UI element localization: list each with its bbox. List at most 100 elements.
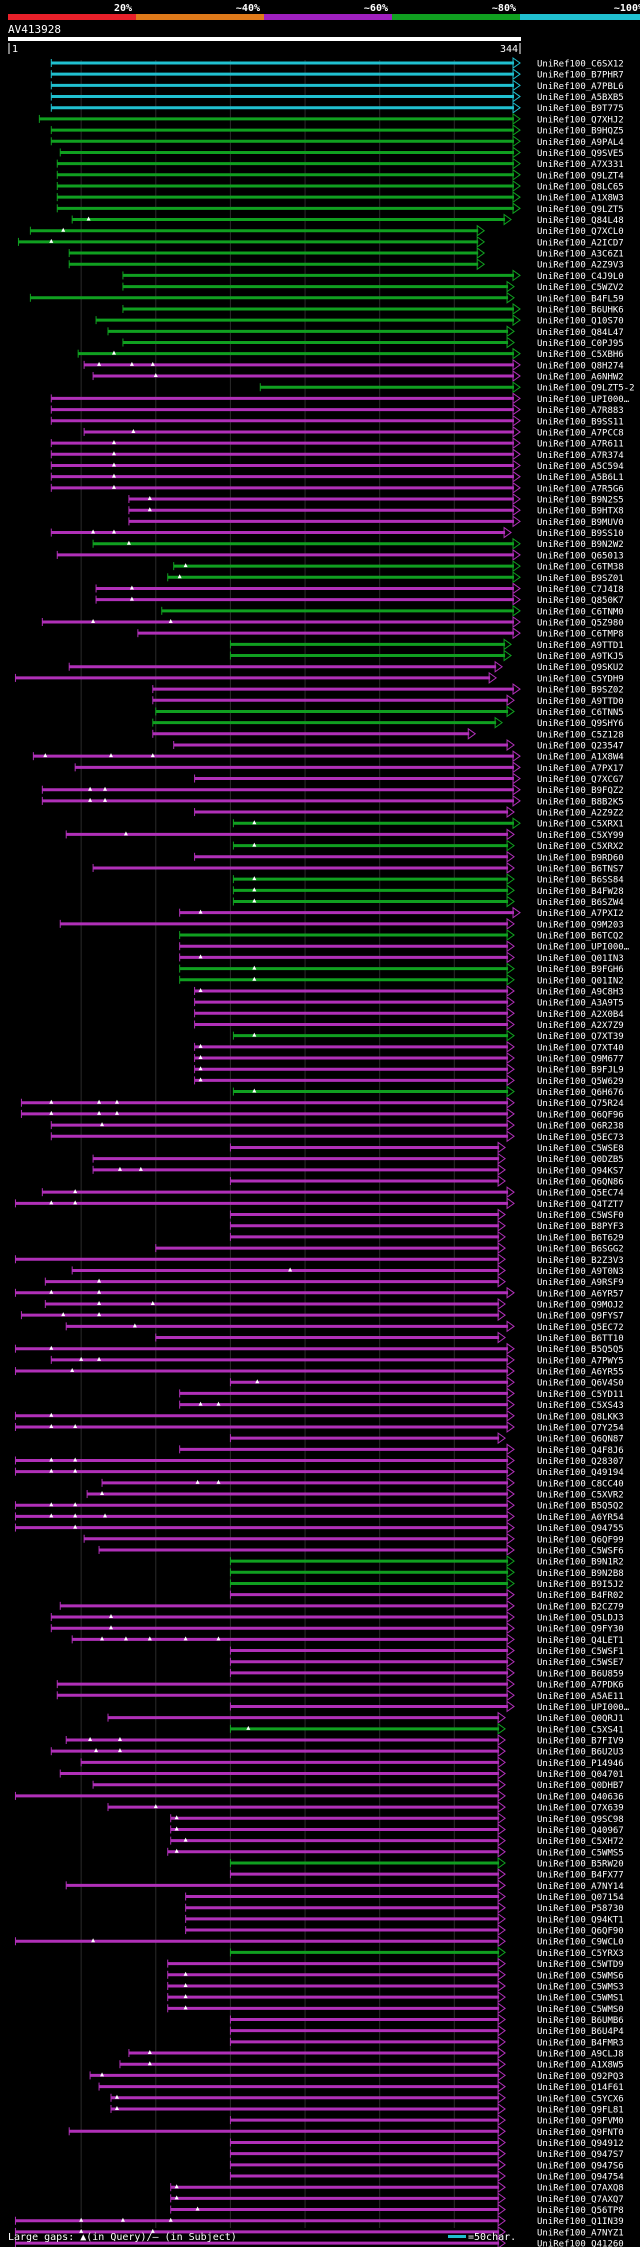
hit-label[interactable]: UniRef100_Q5EC74 bbox=[537, 1189, 624, 1199]
hit-row[interactable]: UniRef100_Q9SVE5 bbox=[59, 146, 624, 159]
hit-label[interactable]: UniRef100_B9FJL9 bbox=[537, 1066, 624, 1076]
hit-label[interactable]: UniRef100_A7PCC8 bbox=[537, 428, 624, 438]
hit-row[interactable]: UniRef100_B2Z3V3 bbox=[14, 1253, 624, 1266]
hit-label[interactable]: UniRef100_Q8LKK3 bbox=[537, 1412, 624, 1422]
hit-label[interactable]: UniRef100_C5WZV2 bbox=[537, 283, 624, 293]
hit-row[interactable]: UniRef100_A9CLJ8 bbox=[128, 2047, 624, 2060]
hit-label[interactable]: UniRef100_A7R374 bbox=[537, 451, 624, 461]
hit-row[interactable]: UniRef100_B6SGG2 bbox=[155, 1242, 624, 1255]
hit-row[interactable]: UniRef100_Q94KT1 bbox=[185, 1912, 624, 1926]
hit-row[interactable]: UniRef100_Q9SKU2 bbox=[68, 660, 624, 674]
hit-row[interactable]: UniRef100_Q9LZT5 bbox=[56, 202, 624, 215]
hit-label[interactable]: UniRef100_B6SGG2 bbox=[537, 1245, 624, 1255]
hit-row[interactable]: UniRef100_Q9FNT0 bbox=[68, 2125, 624, 2138]
hit-label[interactable]: UniRef100_A7PXI2 bbox=[537, 909, 624, 919]
hit-row[interactable]: UniRef100_Q0QRJ1 bbox=[107, 1711, 624, 1725]
hit-label[interactable]: UniRef100_A2Z9Z2 bbox=[537, 809, 624, 819]
hit-row[interactable]: UniRef100_B6UHK6 bbox=[122, 302, 624, 316]
hit-row[interactable]: UniRef100_C5Z128 bbox=[152, 727, 624, 741]
hit-row[interactable]: UniRef100_Q7X639 bbox=[107, 1801, 624, 1814]
hit-row[interactable]: UniRef100_B9FQZ2 bbox=[41, 783, 624, 797]
hit-label[interactable]: UniRef100_C5YCX6 bbox=[537, 2094, 624, 2104]
hit-label[interactable]: UniRef100_Q40636 bbox=[537, 1792, 624, 1802]
hit-row[interactable]: UniRef100_UPI000… bbox=[50, 392, 630, 405]
hit-label[interactable]: UniRef100_Q9FYS7 bbox=[537, 1312, 624, 1322]
hit-label[interactable]: UniRef100_Q04701 bbox=[537, 1770, 624, 1780]
hit-label[interactable]: UniRef100_P58730 bbox=[537, 1904, 624, 1914]
hit-label[interactable]: UniRef100_C5XS43 bbox=[537, 1401, 624, 1411]
hit-label[interactable]: UniRef100_A7NYZ1 bbox=[537, 2228, 624, 2238]
hit-row[interactable]: UniRef100_Q9FY30 bbox=[50, 1622, 624, 1635]
hit-label[interactable]: UniRef100_B9N2S5 bbox=[537, 496, 624, 506]
hit-label[interactable]: UniRef100_Q6QN87 bbox=[537, 1435, 624, 1445]
hit-row[interactable]: UniRef100_Q0DZB5 bbox=[92, 1152, 624, 1166]
hit-row[interactable]: UniRef100_C6TM38 bbox=[173, 560, 624, 573]
hit-label[interactable]: UniRef100_Q9SKU2 bbox=[537, 663, 624, 673]
hit-row[interactable]: UniRef100_B5Q5Q2 bbox=[14, 1499, 624, 1512]
hit-row[interactable]: UniRef100_Q01IN2 bbox=[179, 973, 624, 987]
hit-row[interactable]: UniRef100_C4J9L0 bbox=[122, 269, 624, 282]
hit-label[interactable]: UniRef100_Q6QF99 bbox=[537, 1535, 624, 1545]
hit-row[interactable]: UniRef100_B4FL59 bbox=[29, 291, 624, 305]
hit-label[interactable]: UniRef100_Q947S6 bbox=[537, 2161, 624, 2171]
hit-row[interactable]: UniRef100_C5YDH9 bbox=[14, 671, 624, 685]
hit-label[interactable]: UniRef100_Q9M203 bbox=[537, 920, 624, 930]
hit-row[interactable]: UniRef100_Q49194 bbox=[14, 1465, 624, 1479]
hit-label[interactable]: UniRef100_C4J9L0 bbox=[537, 272, 624, 282]
hit-row[interactable]: UniRef100_B9SZ02 bbox=[152, 683, 624, 696]
hit-row[interactable]: UniRef100_A6YR55 bbox=[14, 1365, 624, 1378]
hit-label[interactable]: UniRef100_B7PHR7 bbox=[537, 71, 624, 81]
hit-row[interactable]: UniRef100_B2CZ79 bbox=[59, 1599, 624, 1613]
hit-label[interactable]: UniRef100_Q9SC98 bbox=[537, 1815, 624, 1825]
hit-row[interactable]: UniRef100_C7J4I8 bbox=[95, 582, 624, 595]
hit-label[interactable]: UniRef100_C5XH72 bbox=[537, 1837, 624, 1847]
hit-label[interactable]: UniRef100_Q40967 bbox=[537, 1826, 624, 1836]
hit-label[interactable]: UniRef100_B4FL59 bbox=[537, 294, 624, 304]
hit-row[interactable]: UniRef100_B9N1R2 bbox=[229, 1555, 624, 1568]
hit-row[interactable]: UniRef100_Q4TZT7 bbox=[14, 1197, 624, 1210]
hit-row[interactable]: UniRef100_C6TNN5 bbox=[155, 705, 624, 718]
hit-label[interactable]: UniRef100_Q7XT40 bbox=[537, 1043, 624, 1053]
hit-row[interactable]: UniRef100_B9SS11 bbox=[50, 414, 624, 428]
hit-label[interactable]: UniRef100_A2X7Z9 bbox=[537, 1021, 624, 1031]
hit-row[interactable]: UniRef100_Q6V4S0 bbox=[229, 1376, 624, 1389]
hit-row[interactable]: UniRef100_Q9SHY6 bbox=[152, 716, 624, 730]
hit-row[interactable]: UniRef100_A7PX17 bbox=[74, 761, 624, 774]
hit-label[interactable]: UniRef100_C5WMS0 bbox=[537, 2005, 624, 2015]
hit-row[interactable]: UniRef100_Q9FVM0 bbox=[229, 2114, 624, 2127]
hit-label[interactable]: UniRef100_A7NY14 bbox=[537, 1882, 624, 1892]
hit-label[interactable]: UniRef100_C6TM38 bbox=[537, 563, 624, 573]
hit-row[interactable]: UniRef100_A1X8W5 bbox=[119, 2058, 624, 2071]
hit-row[interactable]: UniRef100_Q92PQ3 bbox=[89, 2069, 624, 2082]
hit-row[interactable]: UniRef100_C6TNM0 bbox=[161, 604, 624, 618]
hit-row[interactable]: UniRef100_B6TCQ2 bbox=[179, 929, 624, 942]
hit-label[interactable]: UniRef100_A5C594 bbox=[537, 462, 624, 472]
hit-row[interactable]: UniRef100_UPI000… bbox=[229, 1700, 630, 1713]
hit-label[interactable]: UniRef100_A6NHW2 bbox=[537, 373, 624, 383]
hit-label[interactable]: UniRef100_B4FMR3 bbox=[537, 2038, 624, 2048]
hit-label[interactable]: UniRef100_C5XRX1 bbox=[537, 820, 624, 830]
hit-label[interactable]: UniRef100_A1X8W4 bbox=[537, 753, 624, 763]
hit-label[interactable]: UniRef100_Q6QF90 bbox=[537, 1927, 624, 1937]
hit-label[interactable]: UniRef100_Q7Y254 bbox=[537, 1423, 624, 1433]
hit-row[interactable]: UniRef100_Q94755 bbox=[14, 1521, 624, 1535]
hit-label[interactable]: UniRef100_Q7X639 bbox=[537, 1804, 624, 1814]
hit-row[interactable]: UniRef100_A2Z9Z2 bbox=[194, 806, 624, 819]
hit-row[interactable]: UniRef100_A3A9T5 bbox=[194, 996, 624, 1009]
hit-label[interactable]: UniRef100_A6YR54 bbox=[537, 1513, 624, 1523]
hit-label[interactable]: UniRef100_B9RD60 bbox=[537, 853, 624, 863]
hit-label[interactable]: UniRef100_A7R883 bbox=[537, 406, 624, 416]
hit-row[interactable]: UniRef100_C5WSF0 bbox=[229, 1208, 624, 1222]
hit-row[interactable]: UniRef100_Q56TP8 bbox=[170, 2203, 624, 2217]
hit-label[interactable]: UniRef100_Q65013 bbox=[537, 551, 624, 561]
hit-row[interactable]: UniRef100_C5WTD9 bbox=[167, 1957, 624, 1971]
hit-row[interactable]: UniRef100_Q94912 bbox=[229, 2136, 624, 2149]
hit-row[interactable]: UniRef100_Q6H676 bbox=[232, 1085, 624, 1099]
hit-row[interactable]: UniRef100_C5WMS1 bbox=[167, 1991, 624, 2004]
hit-row[interactable]: UniRef100_A9C8H3 bbox=[194, 984, 624, 998]
hit-label[interactable]: UniRef100_C6SX12 bbox=[537, 60, 624, 70]
hit-label[interactable]: UniRef100_B4FX77 bbox=[537, 1871, 624, 1881]
hit-row[interactable]: UniRef100_B9N2B8 bbox=[229, 1566, 624, 1579]
hit-row[interactable]: UniRef100_C5XH72 bbox=[170, 1834, 624, 1848]
hit-label[interactable]: UniRef100_Q5Z980 bbox=[537, 619, 624, 629]
